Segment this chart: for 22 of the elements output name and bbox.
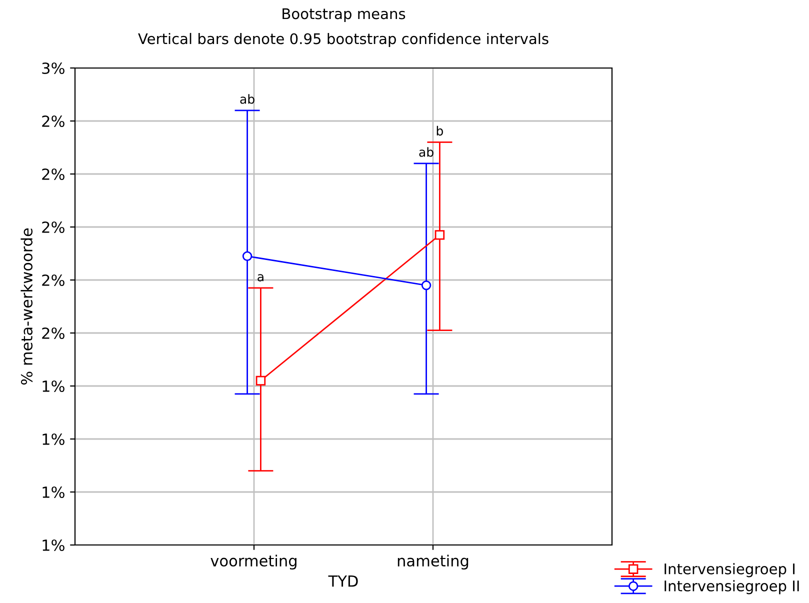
y-tick-label: 1% [42, 433, 64, 446]
y-axis-title: % meta-werkwoorde [20, 228, 33, 385]
y-tick-label: 2% [42, 327, 64, 340]
annotation: a [258, 274, 264, 282]
chart-subtitle: Vertical bars denote 0.95 bootstrap confidence intervals [138, 32, 548, 48]
annotation: b [436, 126, 443, 136]
y-tick-label: 1% [42, 380, 64, 392]
x-tick-label: voormeting [210, 554, 296, 570]
y-tick-label: 2% [42, 115, 64, 128]
legend-label: Intervensiegroep I [664, 563, 795, 578]
y-tick-label: 1% [42, 539, 64, 552]
y-tick-label: 2% [42, 221, 64, 234]
legend-label: Intervensiegroep II [664, 580, 799, 594]
chart-title: Bootstrap means [282, 8, 406, 22]
y-tick-label: 2% [42, 168, 64, 180]
y-tick-label: 1% [42, 486, 64, 498]
annotation: ab [419, 147, 434, 157]
x-tick-label: nameting [398, 554, 468, 570]
y-tick-label: 3% [42, 62, 64, 74]
y-tick-label: 2% [42, 274, 64, 286]
annotation: ab [240, 94, 254, 104]
x-axis-title: TYD [328, 576, 358, 587]
